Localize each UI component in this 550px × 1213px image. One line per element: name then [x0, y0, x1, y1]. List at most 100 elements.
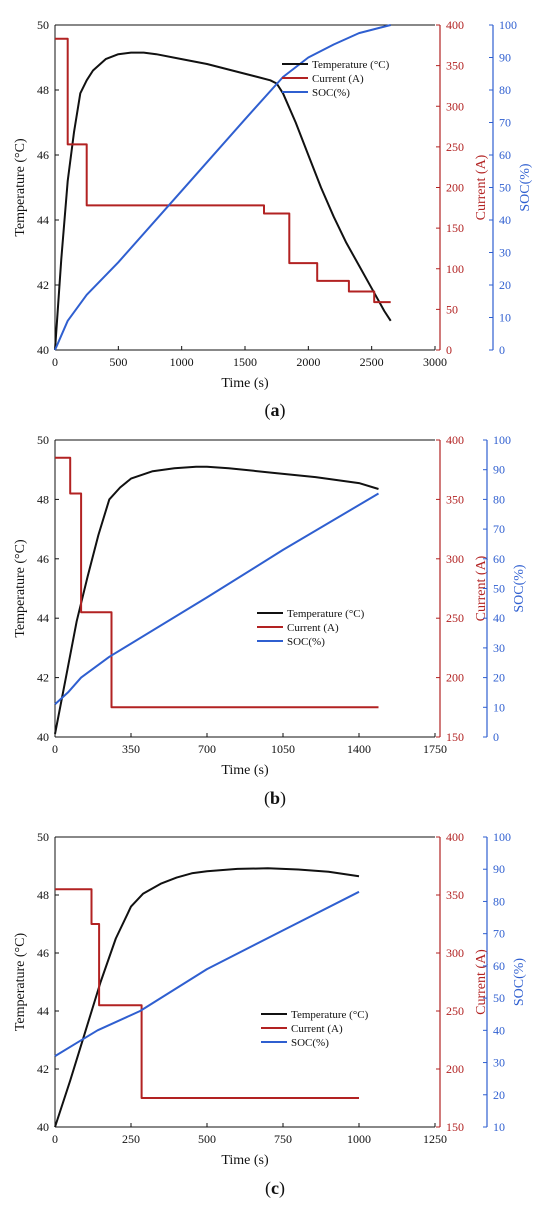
soc-axis-tick-label: 50 — [493, 991, 505, 1005]
x-tick-label: 500 — [109, 355, 127, 369]
x-tick-label: 350 — [122, 742, 140, 756]
left-y-tick-label: 44 — [37, 213, 49, 227]
soc-axis-title: SOC(%) — [512, 958, 527, 1007]
soc-series-line — [54, 890, 360, 1057]
x-tick-label: 2000 — [296, 355, 320, 369]
caption-a: (a) — [264, 400, 286, 420]
legend-label-soc-series: SOC(%) — [312, 87, 350, 99]
x-tick-label: 1500 — [233, 355, 257, 369]
current-series-line — [55, 37, 391, 304]
soc-axis-tick-label: 30 — [493, 1056, 505, 1070]
left-y-tick-label: 40 — [37, 1120, 49, 1134]
legend-label-soc-series: SOC(%) — [291, 1037, 329, 1049]
soc-axis-tick-label: 100 — [493, 830, 511, 844]
left-y-tick-label: 46 — [37, 148, 49, 162]
x-tick-label: 500 — [198, 1132, 216, 1146]
soc-axis-tick-label: 100 — [499, 18, 517, 32]
x-axis-title: Time (s) — [221, 1153, 269, 1168]
soc-series-line — [54, 492, 380, 706]
soc-axis-tick-label: 10 — [499, 311, 511, 325]
temperature-series-line — [54, 867, 360, 1128]
soc-axis-tick-label: 70 — [493, 927, 505, 941]
current-axis-tick-label: 350 — [446, 59, 464, 73]
current-axis-title: Current (A) — [474, 555, 489, 621]
left-y-tick-label: 50 — [37, 830, 49, 844]
soc-axis-tick-label: 20 — [499, 278, 511, 292]
current-axis-tick-label: 150 — [446, 221, 464, 235]
current-axis-tick-label: 300 — [446, 946, 464, 960]
current-axis-tick-label: 350 — [446, 492, 464, 506]
left-y-tick-label: 50 — [37, 433, 49, 447]
caption-c: (c) — [265, 1178, 285, 1198]
left-y-axis-title: Temperature (°C) — [13, 539, 28, 638]
x-axis-title: Time (s) — [221, 376, 269, 391]
soc-axis-tick-label: 0 — [493, 730, 499, 744]
legend-label-current-series: Current (A) — [287, 622, 339, 634]
x-tick-label: 1000 — [347, 1132, 371, 1146]
soc-axis-tick-label: 40 — [493, 611, 505, 625]
current-axis-tick-label: 200 — [446, 1062, 464, 1076]
legend-label-soc-series: SOC(%) — [287, 636, 325, 648]
x-tick-label: 2500 — [360, 355, 384, 369]
x-tick-label: 1400 — [347, 742, 371, 756]
current-axis-tick-label: 400 — [446, 433, 464, 447]
current-axis-tick-label: 150 — [446, 1120, 464, 1134]
legend-label-current-series: Current (A) — [312, 73, 364, 85]
current-axis-tick-label: 350 — [446, 888, 464, 902]
current-axis-tick-label: 150 — [446, 730, 464, 744]
soc-axis-tick-label: 20 — [493, 671, 505, 685]
soc-axis-tick-label: 90 — [493, 862, 505, 876]
soc-axis-tick-label: 70 — [499, 116, 511, 130]
soc-axis-title: SOC(%) — [512, 564, 527, 613]
soc-series-line — [54, 24, 391, 351]
current-axis-tick-label: 100 — [446, 262, 464, 276]
current-axis-tick-label: 400 — [446, 18, 464, 32]
left-y-tick-label: 48 — [37, 83, 49, 97]
soc-axis-tick-label: 50 — [499, 181, 511, 195]
x-tick-label: 1050 — [271, 742, 295, 756]
current-series-line — [55, 456, 379, 709]
soc-axis-tick-label: 90 — [493, 463, 505, 477]
chart-panel-a: 0 500 1000 1500 2000 2500 3000 Time (s) 40 42 44 46… — [0, 0, 550, 430]
x-tick-label: 3000 — [423, 355, 447, 369]
current-axis-title: Current (A) — [474, 154, 489, 220]
current-axis-tick-label: 250 — [446, 140, 464, 154]
soc-axis-tick-label: 60 — [493, 959, 505, 973]
current-axis-tick-label: 250 — [446, 611, 464, 625]
left-y-tick-label: 46 — [37, 552, 49, 566]
soc-axis-tick-label: 80 — [499, 83, 511, 97]
current-axis-tick-label: 250 — [446, 1004, 464, 1018]
left-y-tick-label: 44 — [37, 1004, 49, 1018]
left-y-axis-title: Temperature (°C) — [13, 138, 28, 237]
soc-axis-tick-label: 100 — [493, 433, 511, 447]
soc-axis-tick-label: 30 — [499, 246, 511, 260]
current-axis-tick-label: 0 — [446, 343, 452, 357]
x-tick-label: 0 — [52, 355, 58, 369]
x-axis-title: Time (s) — [221, 763, 269, 778]
soc-axis-tick-label: 0 — [499, 343, 505, 357]
current-axis-tick-label: 200 — [446, 671, 464, 685]
x-tick-label: 1750 — [423, 742, 447, 756]
chart-panel-c: 0 250 500 750 1000 1250 Time (s) 40 42 44 46 48 50 Te… — [0, 830, 550, 1213]
x-tick-label: 700 — [198, 742, 216, 756]
left-y-tick-label: 48 — [37, 888, 49, 902]
chart-panel-b: 0 350 700 1050 1400 1750 Time (s) 40 42 44 46 48 50 T… — [0, 430, 550, 830]
current-axis-tick-label: 400 — [446, 830, 464, 844]
soc-axis-tick-label: 50 — [493, 582, 505, 596]
soc-axis-tick-label: 30 — [493, 641, 505, 655]
left-y-tick-label: 44 — [37, 611, 49, 625]
left-y-tick-label: 42 — [37, 671, 49, 685]
left-y-tick-label: 40 — [37, 343, 49, 357]
legend-label-temperature-series: Temperature (°C) — [312, 59, 390, 71]
left-y-tick-label: 42 — [37, 1062, 49, 1076]
temperature-series-line — [54, 465, 379, 735]
x-tick-label: 1000 — [170, 355, 194, 369]
current-axis-tick-label: 200 — [446, 181, 464, 195]
left-y-tick-label: 40 — [37, 730, 49, 744]
soc-axis-tick-label: 40 — [493, 1023, 505, 1037]
soc-axis-tick-label: 80 — [493, 894, 505, 908]
x-tick-label: 750 — [274, 1132, 292, 1146]
current-axis-tick-label: 300 — [446, 99, 464, 113]
left-y-tick-label: 42 — [37, 278, 49, 292]
